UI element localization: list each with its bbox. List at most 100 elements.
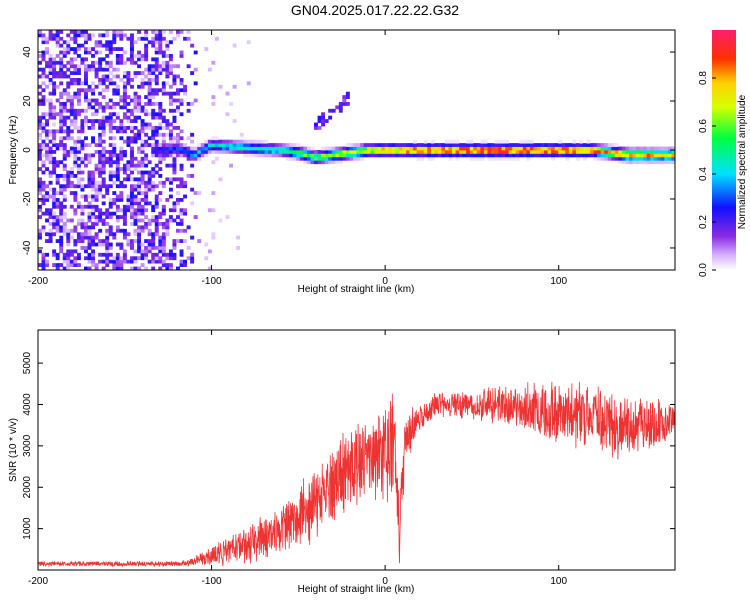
heatmap-cell [80, 208, 85, 213]
heatmap-cell [430, 139, 435, 144]
heatmap-cell [45, 122, 50, 127]
heatmap-cell [165, 256, 170, 261]
heatmap-cell [292, 156, 297, 161]
heatmap-cell [653, 153, 658, 158]
heatmap-cell [172, 246, 177, 250]
heatmap-cell [331, 160, 336, 165]
heatmap-cell [519, 153, 524, 158]
heatmap-cell [197, 191, 202, 195]
heatmap-cell [87, 174, 92, 178]
heatmap-cell [133, 139, 138, 144]
heatmap-cell [168, 150, 173, 154]
heatmap-cell [87, 180, 92, 185]
heatmap-cell [614, 150, 619, 154]
heatmap-cell [321, 115, 326, 120]
heatmap-cell [183, 208, 188, 213]
heatmap-cell [494, 153, 499, 158]
heatmap-cell [151, 108, 156, 113]
heatmap-cell [38, 30, 42, 34]
heatmap-cell [512, 146, 517, 151]
heatmap-cell [253, 150, 258, 154]
heatmap-cell [154, 78, 159, 82]
heatmap-cell [522, 146, 527, 151]
heatmap-cell [84, 91, 88, 96]
heatmap-cell [55, 263, 60, 267]
heatmap-cell [568, 143, 573, 147]
heatmap-cell [66, 132, 71, 137]
heatmap-cell [222, 150, 226, 154]
heatmap-cell [179, 78, 184, 82]
heatmap-cell [168, 256, 173, 261]
heatmap-cell [119, 36, 124, 41]
heatmap-cell [105, 215, 110, 219]
heatmap-cell [168, 180, 173, 185]
heatmap-cell [52, 198, 57, 202]
heatmap-cell [154, 246, 159, 250]
heatmap-cell [41, 263, 46, 267]
heatmap-cell [413, 150, 418, 154]
heatmap-cell [147, 84, 152, 89]
heatmap-cell [367, 143, 372, 147]
heatmap-cell [636, 153, 641, 158]
heatmap-cell [55, 177, 60, 182]
heatmap-cell [575, 153, 580, 158]
heatmap-cell [76, 33, 81, 38]
heatmap-cell [268, 146, 272, 151]
heatmap-cell [80, 225, 85, 230]
heatmap-cell [342, 95, 347, 99]
heatmap-cell [190, 146, 195, 151]
heatmap-cell [137, 163, 142, 168]
heatmap-cell [190, 153, 195, 158]
heatmap-cell [91, 112, 96, 117]
y-tick-label: 20 [22, 95, 33, 107]
heatmap-cell [122, 139, 127, 144]
heatmap-cell [154, 222, 159, 226]
heatmap-cell [423, 146, 428, 151]
heatmap-cell [112, 88, 117, 93]
heatmap-cell [38, 204, 42, 209]
heatmap-cell [59, 242, 64, 247]
heatmap-cell [667, 146, 672, 151]
heatmap-cell [317, 115, 322, 120]
heatmap-cell [66, 126, 71, 130]
heatmap-cell [98, 187, 103, 192]
heatmap-cell [130, 170, 134, 175]
heatmap-cell [186, 225, 191, 230]
heatmap-cell [38, 235, 42, 240]
heatmap-cell [105, 105, 110, 110]
heatmap-cell [296, 143, 301, 147]
heatmap-cell [52, 191, 57, 195]
heatmap-cell [101, 259, 106, 264]
heatmap-cell [112, 36, 117, 41]
heatmap-cell [108, 204, 113, 209]
heatmap-cell [151, 259, 156, 264]
heatmap-cell [646, 160, 651, 165]
heatmap-cell [62, 156, 67, 161]
heatmap-cell [200, 150, 205, 154]
heatmap-cell [130, 177, 134, 182]
heatmap-cell [41, 228, 46, 233]
heatmap-cell [130, 146, 134, 151]
heatmap-cell [55, 33, 60, 38]
heatmap-cell [558, 143, 563, 147]
heatmap-cell [108, 43, 113, 48]
heatmap-cell [444, 153, 449, 158]
heatmap-cell [98, 43, 103, 48]
heatmap-cell [48, 132, 53, 137]
heatmap-cell [420, 156, 425, 161]
heatmap-cell [94, 60, 99, 65]
heatmap-cell [108, 112, 113, 117]
heatmap-cell [452, 143, 456, 147]
heatmap-cell [338, 146, 343, 151]
heatmap-cell [66, 43, 71, 48]
heatmap-cell [214, 139, 219, 144]
heatmap-cell [62, 129, 67, 134]
heatmap-cell [214, 156, 219, 161]
heatmap-cell [84, 74, 88, 79]
heatmap-cell [462, 143, 467, 147]
heatmap-cell [105, 47, 110, 51]
heatmap-cell [52, 225, 57, 230]
heatmap-cell [154, 112, 159, 117]
heatmap-cell [101, 222, 106, 226]
heatmap-cell [179, 263, 184, 267]
